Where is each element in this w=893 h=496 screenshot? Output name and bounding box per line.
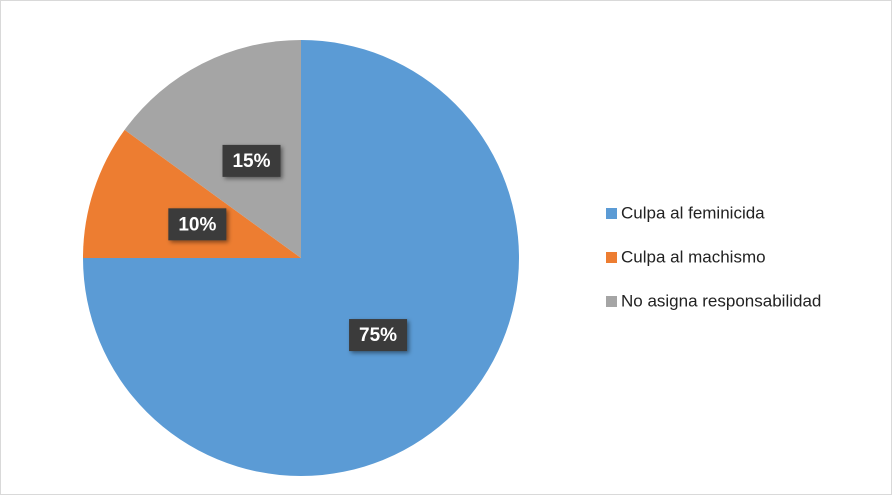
legend-label: No asigna responsabilidad xyxy=(621,291,821,310)
data-label-box xyxy=(168,208,227,241)
pie-slice xyxy=(124,40,301,258)
data-label: 75% xyxy=(359,325,397,346)
legend-label: Culpa al feminicida xyxy=(621,203,765,222)
data-label: 10% xyxy=(178,214,216,235)
legend-swatch xyxy=(606,208,617,219)
pie-slice xyxy=(83,129,301,258)
data-label: 15% xyxy=(232,151,270,172)
data-label-box xyxy=(349,319,408,352)
legend-swatch xyxy=(606,252,617,263)
legend-swatch xyxy=(606,296,617,307)
legend-label: Culpa al machismo xyxy=(621,247,766,266)
data-label-box xyxy=(222,144,281,177)
